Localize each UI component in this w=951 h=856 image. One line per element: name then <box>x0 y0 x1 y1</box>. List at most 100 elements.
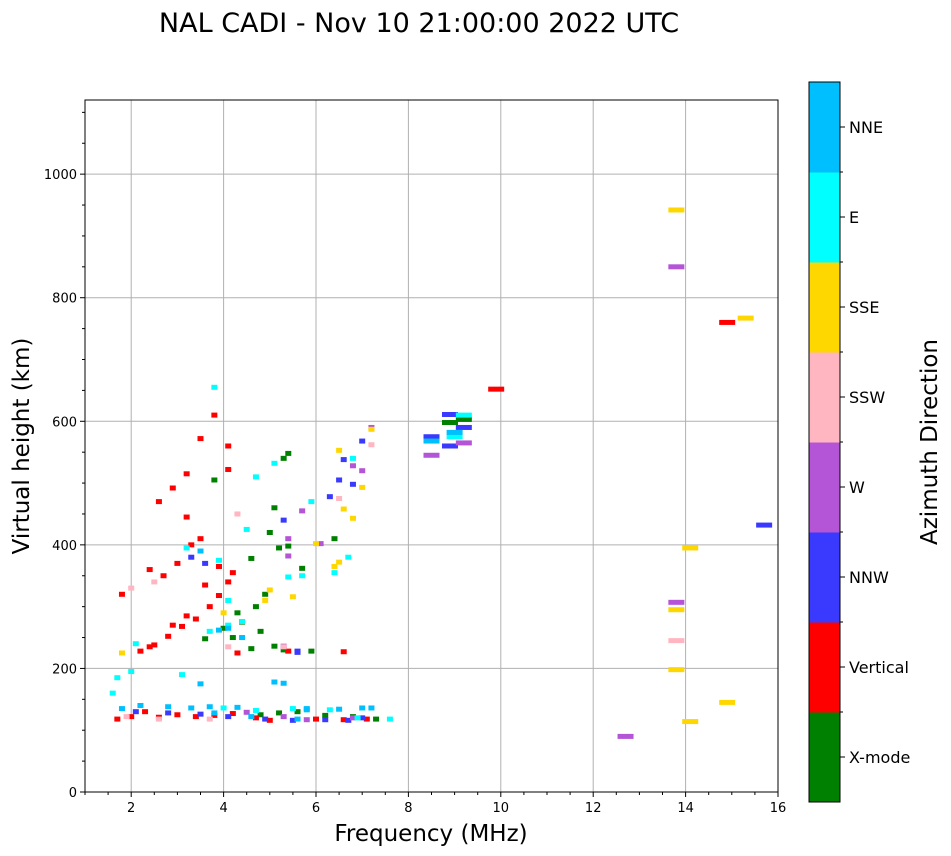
x-tick-label: 12 <box>585 801 602 816</box>
x-axis-ticks: 2 4 6 8 10 12 14 16 <box>84 792 786 816</box>
point-nnw <box>188 554 195 560</box>
point-e <box>455 412 472 418</box>
point-sse <box>359 484 366 490</box>
point-nnw <box>326 494 333 500</box>
point-sse <box>118 650 125 656</box>
point-nne <box>446 429 463 435</box>
point-e <box>211 384 218 390</box>
point-x-mode <box>248 646 255 652</box>
point-vertical <box>488 386 505 392</box>
point-nne <box>234 704 241 710</box>
colorbar-label: NNW <box>849 568 889 587</box>
point-nnw <box>349 481 356 487</box>
point-vertical <box>225 443 232 449</box>
x-tick-label: 8 <box>404 801 412 816</box>
point-vertical <box>340 649 347 655</box>
point-w <box>285 553 292 559</box>
point-nnw <box>225 714 232 720</box>
point-e <box>326 707 333 713</box>
point-x-mode <box>455 416 472 422</box>
colorbar-segment <box>809 712 840 803</box>
point-nnw <box>441 443 458 449</box>
point-nnw <box>262 716 269 722</box>
point-nne <box>165 704 172 710</box>
point-e <box>243 526 250 532</box>
point-x-mode <box>257 712 264 718</box>
point-w <box>299 508 306 514</box>
point-x-mode <box>248 555 255 561</box>
point-w <box>285 536 292 542</box>
point-ssw <box>155 716 162 722</box>
y-axis-label: Virtual height (km) <box>9 338 35 555</box>
point-e <box>128 669 135 675</box>
x-tick-label: 2 <box>127 801 135 816</box>
point-nne <box>336 706 343 712</box>
point-w <box>349 463 356 469</box>
point-nne <box>197 548 204 554</box>
point-x-mode <box>234 610 241 616</box>
point-ssw <box>234 511 241 517</box>
point-vertical <box>128 714 135 720</box>
point-x-mode <box>220 625 227 631</box>
point-vertical <box>155 499 162 505</box>
point-vertical <box>146 567 153 573</box>
point-vertical <box>229 570 236 576</box>
point-nne <box>239 635 246 641</box>
point-x-mode <box>373 716 380 722</box>
point-sse <box>682 719 699 725</box>
point-vertical <box>183 613 190 619</box>
point-sse <box>262 597 269 603</box>
point-vertical <box>225 466 232 472</box>
point-nnw <box>345 717 352 723</box>
colorbar-segment <box>809 352 840 443</box>
point-e <box>179 672 186 678</box>
point-e <box>331 570 338 576</box>
point-vertical <box>160 573 167 579</box>
colorbar-segment <box>809 442 840 533</box>
point-x-mode <box>229 635 236 641</box>
point-vertical <box>114 716 121 722</box>
point-e <box>308 499 315 505</box>
point-nne <box>188 705 195 711</box>
chart-title: NAL CADI - Nov 10 21:00:00 2022 UTC <box>159 8 679 39</box>
point-vertical <box>313 716 319 722</box>
y-tick-label: 400 <box>52 539 77 554</box>
point-ssw <box>668 638 685 644</box>
point-e <box>239 618 246 624</box>
point-nnw <box>322 717 329 723</box>
point-vertical <box>229 711 236 717</box>
point-vertical <box>363 716 370 722</box>
point-sse <box>368 426 375 432</box>
point-sse <box>349 515 356 521</box>
point-sse <box>336 447 343 453</box>
point-vertical <box>169 485 176 491</box>
point-sse <box>668 207 685 213</box>
point-ssw <box>225 644 232 650</box>
point-w <box>303 717 310 723</box>
point-e <box>299 573 306 579</box>
point-sse <box>313 541 319 547</box>
colorbar-label: SSW <box>849 388 885 407</box>
colorbar-segment <box>809 532 840 623</box>
point-vertical <box>118 591 125 597</box>
point-nne <box>137 703 144 708</box>
point-x-mode <box>262 591 269 597</box>
point-x-mode <box>331 536 338 542</box>
point-sse <box>336 559 343 565</box>
point-vertical <box>285 648 292 654</box>
point-x-mode <box>285 543 292 549</box>
point-x-mode <box>308 648 315 654</box>
point-sse <box>719 699 736 705</box>
point-vertical <box>169 622 176 628</box>
point-vertical <box>215 563 222 569</box>
point-vertical <box>192 616 199 622</box>
point-nnw <box>340 457 347 463</box>
point-w <box>668 264 685 270</box>
point-nnw <box>289 717 296 723</box>
point-vertical <box>188 542 195 548</box>
point-nnw <box>280 517 287 523</box>
point-e <box>271 460 278 466</box>
point-x-mode <box>276 545 283 551</box>
colorbar-frame <box>808 81 841 803</box>
point-e <box>114 675 121 681</box>
